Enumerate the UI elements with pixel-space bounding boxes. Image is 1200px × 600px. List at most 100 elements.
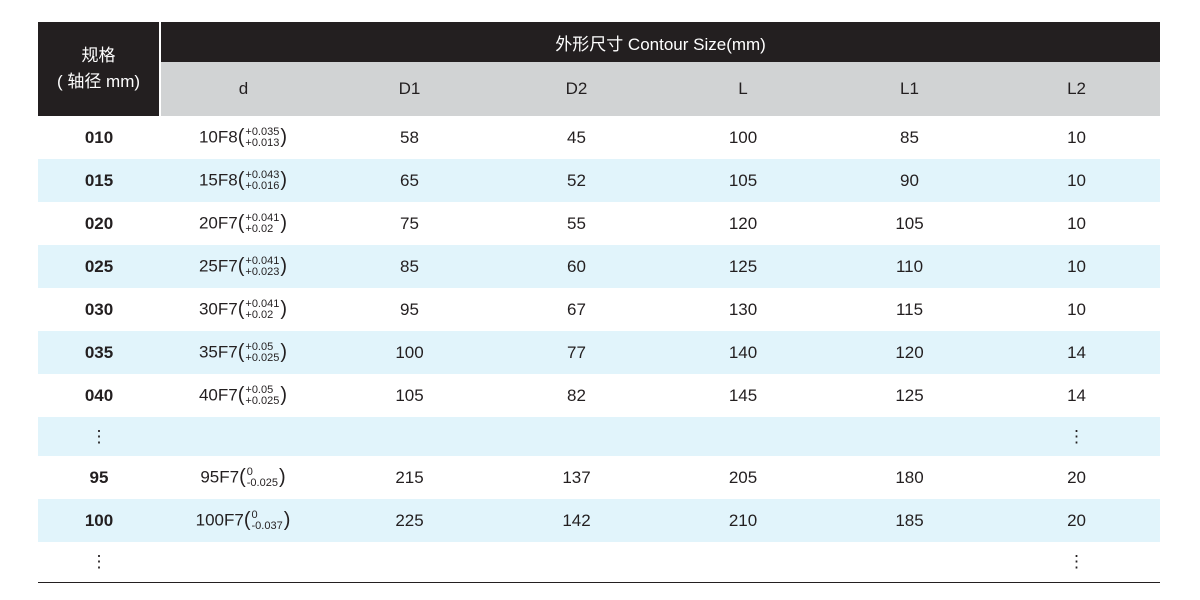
table-row: 040 40F7(+0.05 +0.025) 105 82 145 125 14 (38, 374, 1160, 417)
spec-cell: 030 (84, 299, 114, 319)
contour-size-table: 规格 ( 轴径 mm) 外形尺寸 Contour Size(mm) d D1 D2 L… (38, 22, 1161, 581)
empty-cell (160, 417, 326, 456)
d-cell: 30F7(+0.041 +0.02) (160, 288, 326, 331)
d-value: 40F7 (198, 385, 238, 405)
d-cell: 25F7(+0.041 +0.023) (160, 245, 326, 288)
d1-cell: 65 (326, 159, 493, 202)
paren-close: ) (280, 298, 288, 320)
ellipsis-row: ⋮ ⋮ (38, 542, 1160, 581)
ellipsis: ⋮ (993, 417, 1161, 456)
d2-cell: 77 (493, 331, 660, 374)
paren-close: ) (280, 169, 288, 191)
tolerance-upper: +0.05 (245, 340, 274, 353)
table-row: 035 35F7(+0.05 +0.025) 100 77 140 120 14 (38, 331, 1161, 374)
table-row: 010 10F8(+0.035 +0.013) 58 45 100 85 10 (38, 116, 1160, 159)
d-cell: 95F7(0 -0.025) (160, 456, 326, 499)
l-cell: 105 (660, 159, 826, 202)
d-cell: 20F7(+0.041 +0.02) (160, 202, 326, 245)
spec-header-line1: 规格 (81, 46, 116, 65)
tolerance-lower: +0.02 (245, 222, 274, 235)
ellipsis: ⋮ (90, 551, 108, 571)
d1-cell: 100 (326, 331, 493, 374)
empty-cell (826, 542, 993, 581)
tolerance: +0.041 +0.023 (245, 255, 279, 278)
tolerance-lower: -0.037 (251, 519, 283, 532)
l-cell: 140 (660, 331, 826, 374)
d-value: 25F7 (198, 256, 238, 276)
spec-cell: 015 (38, 159, 160, 202)
tolerance: +0.05 +0.025 (245, 383, 280, 407)
tolerance-upper: +0.041 (245, 211, 280, 224)
l-cell: 210 (660, 499, 826, 542)
l-cell: 205 (728, 467, 758, 487)
tolerance-lower: +0.02 (245, 308, 274, 321)
spec-cell: 025 (38, 245, 160, 288)
contour-size-header: 外形尺寸 Contour Size(mm) (160, 22, 1161, 62)
tolerance-upper: +0.043 (245, 168, 280, 181)
l-cell: 100 (728, 127, 758, 147)
l-cell: 125 (660, 245, 826, 288)
d-value: 15F8 (198, 170, 238, 190)
d1-cell: 95 (400, 299, 419, 319)
l2-cell: 10 (1067, 213, 1086, 233)
d1-cell: 58 (400, 127, 419, 147)
d-value: 100F7 (195, 510, 244, 530)
empty-cell (326, 542, 493, 581)
column-header-d2: D2 (493, 62, 660, 116)
d2-cell: 137 (562, 467, 591, 487)
d2-cell: 52 (493, 159, 660, 202)
spec-cell: 010 (84, 127, 114, 147)
paren-open: ( (237, 169, 245, 191)
spec-cell: 100 (38, 499, 160, 542)
l2-cell: 10 (993, 159, 1161, 202)
l2-cell: 10 (993, 245, 1161, 288)
table-row: 025 25F7(+0.041 +0.023) 85 60 125 110 10 (38, 245, 1161, 288)
column-header-l: L (660, 62, 826, 116)
table-row: 015 15F8(+0.043 +0.016) 65 52 105 90 10 (38, 159, 1161, 202)
paren-close: ) (283, 509, 291, 531)
paren-open: ( (237, 341, 245, 363)
d-value: 95F7 (200, 467, 240, 487)
l1-cell: 85 (900, 127, 919, 147)
paren-open: ( (237, 126, 245, 148)
spec-cell: 020 (84, 213, 114, 233)
tolerance: +0.041 +0.02 (245, 298, 279, 321)
paren-open: ( (237, 212, 245, 234)
spec-header-line2: ( 轴径 mm) (56, 72, 141, 91)
d1-cell: 225 (326, 499, 493, 542)
l1-cell: 180 (895, 467, 924, 487)
tolerance-lower: -0.025 (246, 476, 278, 489)
tolerance: +0.043 +0.016 (245, 168, 280, 192)
d-cell: 10F8(+0.035 +0.013) (160, 116, 326, 159)
l1-cell: 110 (826, 245, 993, 288)
tolerance-lower: +0.013 (245, 136, 280, 149)
ellipsis: ⋮ (38, 417, 160, 456)
d2-cell: 55 (567, 213, 586, 233)
paren-close: ) (280, 126, 288, 148)
d1-cell: 105 (395, 385, 424, 405)
d2-cell: 45 (567, 127, 586, 147)
tolerance-lower: +0.025 (245, 394, 280, 407)
tolerance-upper: 0 (246, 465, 253, 478)
d1-cell: 75 (400, 213, 419, 233)
spec-cell: 035 (38, 331, 160, 374)
l2-cell: 10 (1067, 127, 1086, 147)
d1-cell: 215 (395, 467, 424, 487)
l2-cell: 14 (1067, 385, 1086, 405)
d-cell: 15F8(+0.043 +0.016) (160, 159, 326, 202)
tolerance: 0 -0.025 (246, 465, 278, 489)
d2-cell: 82 (567, 385, 586, 405)
tolerance-upper: +0.05 (245, 383, 274, 396)
paren-close: ) (280, 384, 288, 406)
l-cell: 120 (728, 213, 758, 233)
d-cell: 100F7(0 -0.037) (160, 499, 326, 542)
l1-cell: 90 (826, 159, 993, 202)
d2-cell: 60 (493, 245, 660, 288)
paren-open: ( (237, 298, 245, 320)
d-value: 35F7 (198, 342, 238, 362)
d2-cell: 142 (493, 499, 660, 542)
l2-cell: 20 (993, 499, 1161, 542)
paren-open: ( (237, 255, 245, 277)
tolerance: +0.05 +0.025 (245, 340, 279, 364)
d-cell: 40F7(+0.05 +0.025) (160, 374, 326, 417)
